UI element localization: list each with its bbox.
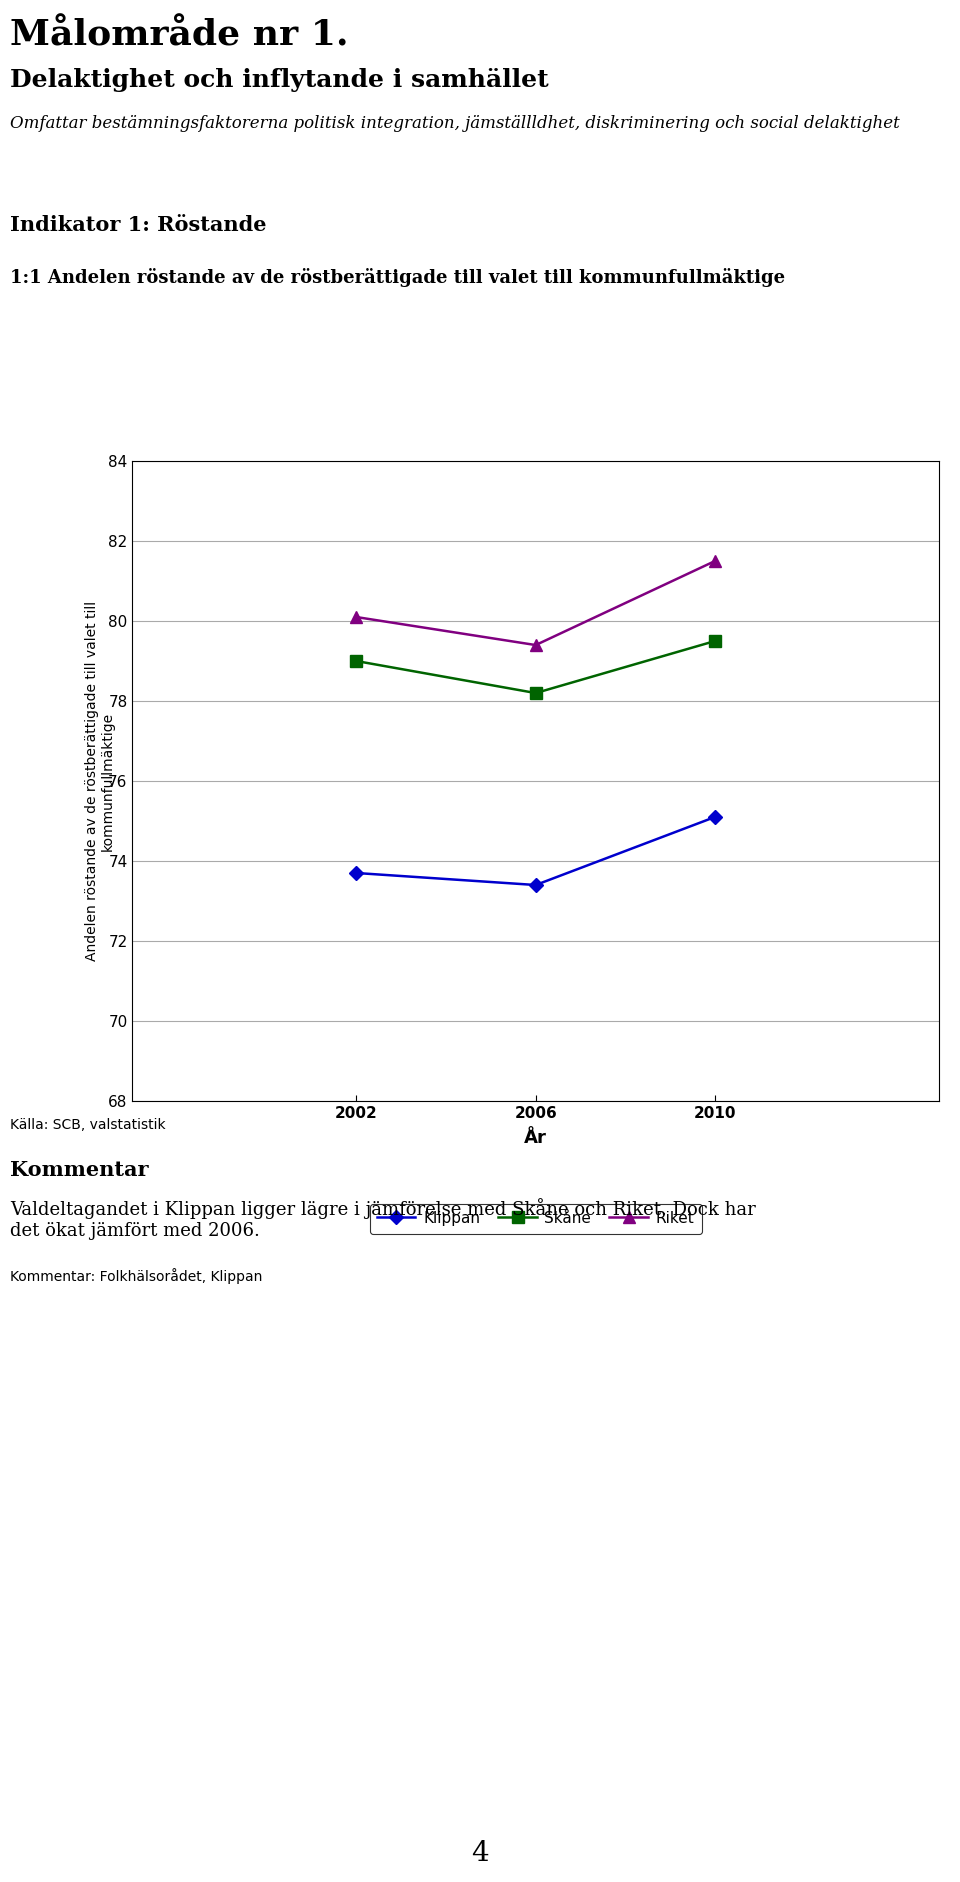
X-axis label: År: År bbox=[524, 1129, 547, 1148]
Text: 1:1 Andelen röstande av de röstberättigade till valet till kommunfullmäktige: 1:1 Andelen röstande av de röstberättiga… bbox=[10, 267, 785, 286]
Y-axis label: Andelen röstande av de röstberättigade till valet till
kommunfullmäktige: Andelen röstande av de röstberättigade t… bbox=[84, 600, 115, 962]
Text: Kommentar: Kommentar bbox=[10, 1159, 149, 1180]
Line: Skåne: Skåne bbox=[351, 636, 720, 698]
Text: Indikator 1: Röstande: Indikator 1: Röstande bbox=[10, 215, 267, 235]
Line: Riket: Riket bbox=[350, 555, 721, 651]
Line: Klippan: Klippan bbox=[351, 813, 720, 890]
Text: Omfattar bestämningsfaktorerna politisk integration, jämställldhet, diskrimineri: Omfattar bestämningsfaktorerna politisk … bbox=[10, 115, 900, 132]
Text: Kommentar: Folkhälsorådet, Klippan: Kommentar: Folkhälsorådet, Klippan bbox=[10, 1268, 262, 1284]
Text: Valdeltagandet i Klippan ligger lägre i jämförelse med Skåne och Riket. Dock har: Valdeltagandet i Klippan ligger lägre i … bbox=[10, 1199, 756, 1240]
Skåne bbox=[350, 649, 362, 672]
Riket bbox=[709, 550, 721, 572]
Riket bbox=[350, 606, 362, 629]
Text: Delaktighet och inflytande i samhället: Delaktighet och inflytande i samhället bbox=[10, 68, 548, 92]
Klippan bbox=[530, 873, 541, 896]
Riket bbox=[530, 634, 541, 657]
Skåne bbox=[530, 681, 541, 704]
Text: Källa: SCB, valstatistik: Källa: SCB, valstatistik bbox=[10, 1118, 166, 1131]
Skåne bbox=[709, 630, 721, 653]
Text: 4: 4 bbox=[471, 1841, 489, 1867]
Text: Målområde nr 1.: Målområde nr 1. bbox=[10, 19, 348, 53]
Legend: Klippan, Skåne, Riket: Klippan, Skåne, Riket bbox=[370, 1204, 702, 1235]
Klippan bbox=[709, 805, 721, 828]
Klippan bbox=[350, 862, 362, 885]
